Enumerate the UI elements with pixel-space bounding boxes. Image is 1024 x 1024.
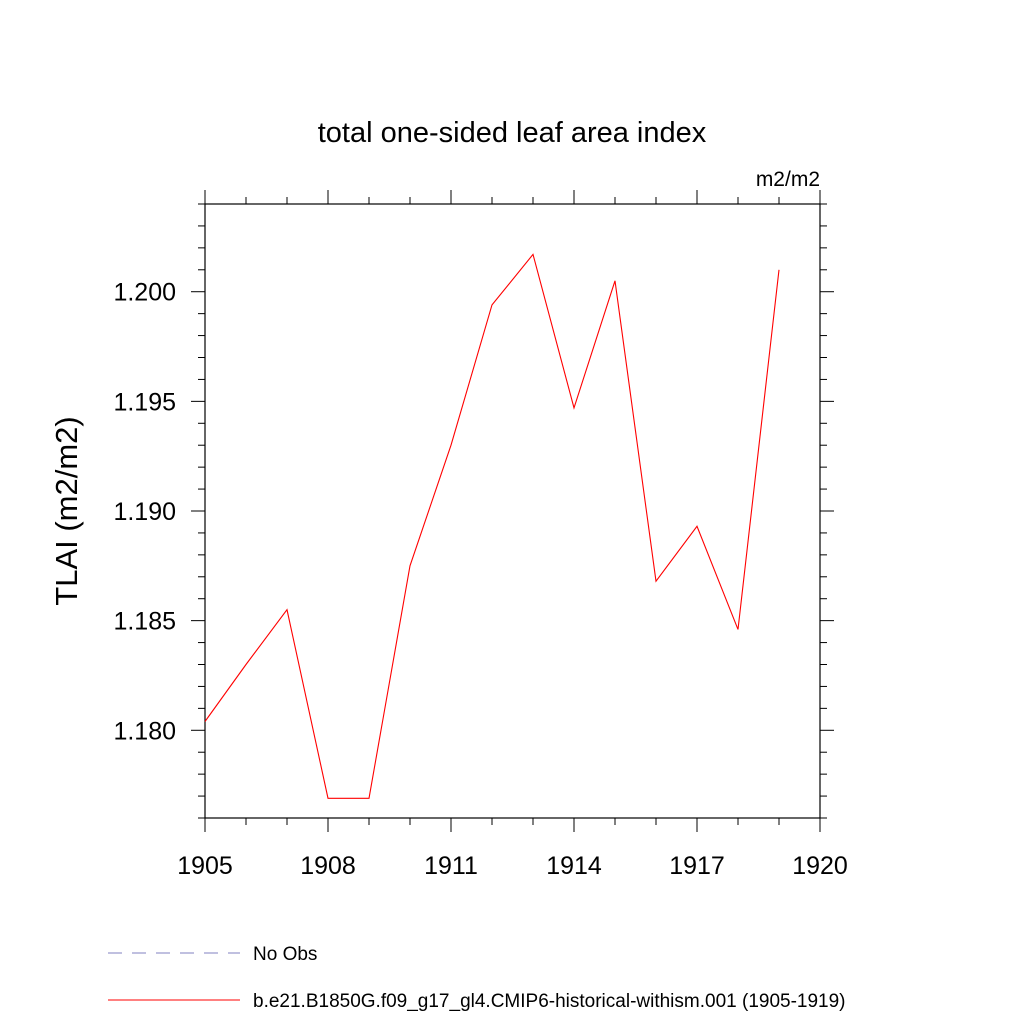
y-tick-label: 1.200 xyxy=(113,279,176,307)
x-tick-label: 1911 xyxy=(424,852,478,880)
y-tick-label: 1.180 xyxy=(113,717,176,745)
legend-label-0: No Obs xyxy=(253,944,317,965)
y-tick-label: 1.190 xyxy=(113,498,176,526)
x-tick-label: 1905 xyxy=(177,852,233,880)
y-tick-label: 1.185 xyxy=(113,608,176,636)
x-tick-label: 1920 xyxy=(792,852,848,880)
units-label: m2/m2 xyxy=(756,168,820,191)
series-line-0 xyxy=(204,253,780,799)
axes: 1905 1908 1911 1914 1917 1920 1.180 1.185 1.190 1… xyxy=(113,190,848,880)
legend: No Obs b.e21.B1850G.f09_g17_gl4.CMIP6-his… xyxy=(108,944,846,1012)
series-lines xyxy=(204,253,780,799)
x-tick-label: 1914 xyxy=(546,852,602,880)
y-axis-label: TLAI (m2/m2) xyxy=(49,416,84,605)
x-tick-label: 1908 xyxy=(300,852,356,880)
chart-title: total one-sided leaf area index xyxy=(318,117,707,149)
plot-frame xyxy=(204,203,821,819)
legend-label-1: b.e21.B1850G.f09_g17_gl4.CMIP6-historica… xyxy=(253,991,846,1012)
y-tick-label: 1.195 xyxy=(113,388,176,416)
x-tick-label: 1917 xyxy=(669,852,725,880)
